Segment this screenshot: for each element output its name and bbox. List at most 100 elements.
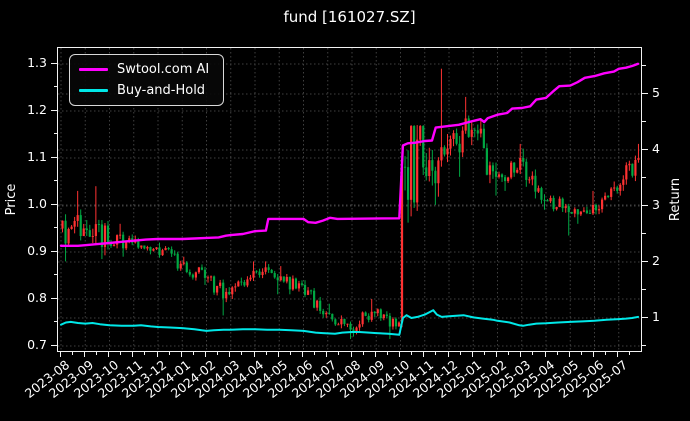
candle-body — [225, 291, 228, 299]
candle-body — [216, 285, 219, 293]
candle-body — [561, 198, 564, 209]
left-tick-mark — [51, 203, 57, 205]
candle-body — [361, 312, 364, 325]
candle-body — [143, 245, 146, 249]
candle-body — [455, 133, 458, 144]
left-minor-tick — [53, 227, 57, 228]
x-tick-mark — [83, 352, 85, 357]
candle-body — [234, 286, 237, 288]
x-minor-tick — [386, 352, 388, 355]
candle-body — [604, 195, 607, 200]
candle-body — [176, 253, 179, 269]
candle-body — [161, 250, 164, 256]
ai-line-swatch — [79, 67, 108, 72]
candle-body — [464, 118, 467, 131]
candle-body — [149, 247, 152, 251]
candle-body — [479, 128, 482, 134]
candle-body — [540, 188, 543, 200]
candle-body — [64, 220, 67, 244]
candle-body — [637, 158, 640, 160]
candle-body — [267, 267, 270, 270]
candle-body — [88, 230, 91, 237]
candle-body — [500, 174, 504, 178]
x-tick-mark — [229, 352, 231, 357]
x-tick-mark — [205, 352, 206, 357]
right-tick-mark — [642, 148, 648, 150]
legend: Swtool.com AI Buy-and-Hold — [69, 54, 225, 106]
candle-body — [322, 310, 325, 315]
legend-entry-bh: Buy-and-Hold — [79, 83, 209, 98]
candle-body — [85, 228, 88, 231]
x-tick-mark — [132, 352, 134, 357]
candle-body — [567, 206, 570, 213]
plot-area: Swtool.com AI Buy-and-Hold — [57, 47, 642, 352]
x-tick-mark — [617, 352, 619, 357]
candle-body — [400, 166, 404, 323]
candle-body — [440, 147, 443, 161]
x-tick-mark — [59, 352, 61, 357]
candle-body — [631, 163, 634, 176]
candle-body — [588, 212, 592, 214]
candle-body — [555, 207, 558, 210]
candle-body — [616, 187, 619, 191]
candle-body — [137, 239, 140, 248]
candle-body — [219, 282, 222, 286]
candle-body — [622, 179, 625, 185]
candle-body — [467, 118, 470, 137]
candle-body — [473, 129, 476, 131]
candle-body — [482, 128, 485, 149]
right-minor-tick — [642, 344, 646, 346]
candle-body — [206, 277, 210, 279]
candle-body — [416, 139, 419, 203]
candle-body — [167, 248, 170, 250]
candle-body — [364, 312, 367, 316]
candle-body — [434, 170, 437, 184]
candle-body — [385, 314, 388, 316]
right-tick-label: 3 — [652, 197, 660, 212]
candle-body — [513, 162, 516, 173]
candle-body — [449, 138, 452, 149]
candle-body — [182, 262, 185, 264]
left-minor-tick — [53, 133, 57, 134]
candle-body — [570, 212, 573, 214]
candle-body — [413, 126, 416, 203]
chart-canvas — [58, 48, 641, 351]
candle-body — [576, 209, 579, 215]
candle-body — [476, 130, 479, 134]
candle-body — [255, 270, 258, 272]
candle-body — [428, 160, 431, 177]
candle-body — [431, 160, 434, 171]
candle-body — [546, 200, 549, 202]
candle-body — [170, 249, 173, 254]
candle-body — [158, 247, 161, 256]
candle-body — [600, 199, 604, 210]
x-minor-tick — [532, 352, 534, 355]
candle-body — [109, 242, 113, 246]
legend-entry-ai: Swtool.com AI — [79, 62, 209, 77]
x-minor-tick — [362, 352, 364, 355]
x-minor-tick — [192, 352, 194, 355]
x-tick-mark — [180, 352, 182, 357]
x-minor-tick — [168, 352, 170, 355]
candle-body — [403, 166, 407, 168]
candle-body — [331, 313, 334, 320]
candle-body — [285, 276, 288, 282]
candle-body — [573, 209, 576, 214]
left-minor-tick — [53, 180, 57, 181]
candle-body — [485, 148, 488, 175]
candle-body — [497, 174, 501, 177]
candle-body — [491, 165, 495, 172]
candle-body — [425, 167, 428, 177]
candle-body — [406, 167, 410, 200]
right-tick-mark — [642, 260, 648, 262]
x-minor-tick — [314, 352, 316, 355]
left-tick-mark — [51, 344, 57, 346]
right-tick-label: 1 — [652, 309, 660, 324]
candle-body — [340, 318, 343, 325]
candle-body — [494, 171, 498, 177]
candle-body — [343, 318, 346, 324]
candle-body — [243, 282, 246, 286]
right-tick-label: 4 — [652, 141, 660, 156]
candle-body — [394, 318, 398, 327]
candle-body — [222, 282, 225, 299]
